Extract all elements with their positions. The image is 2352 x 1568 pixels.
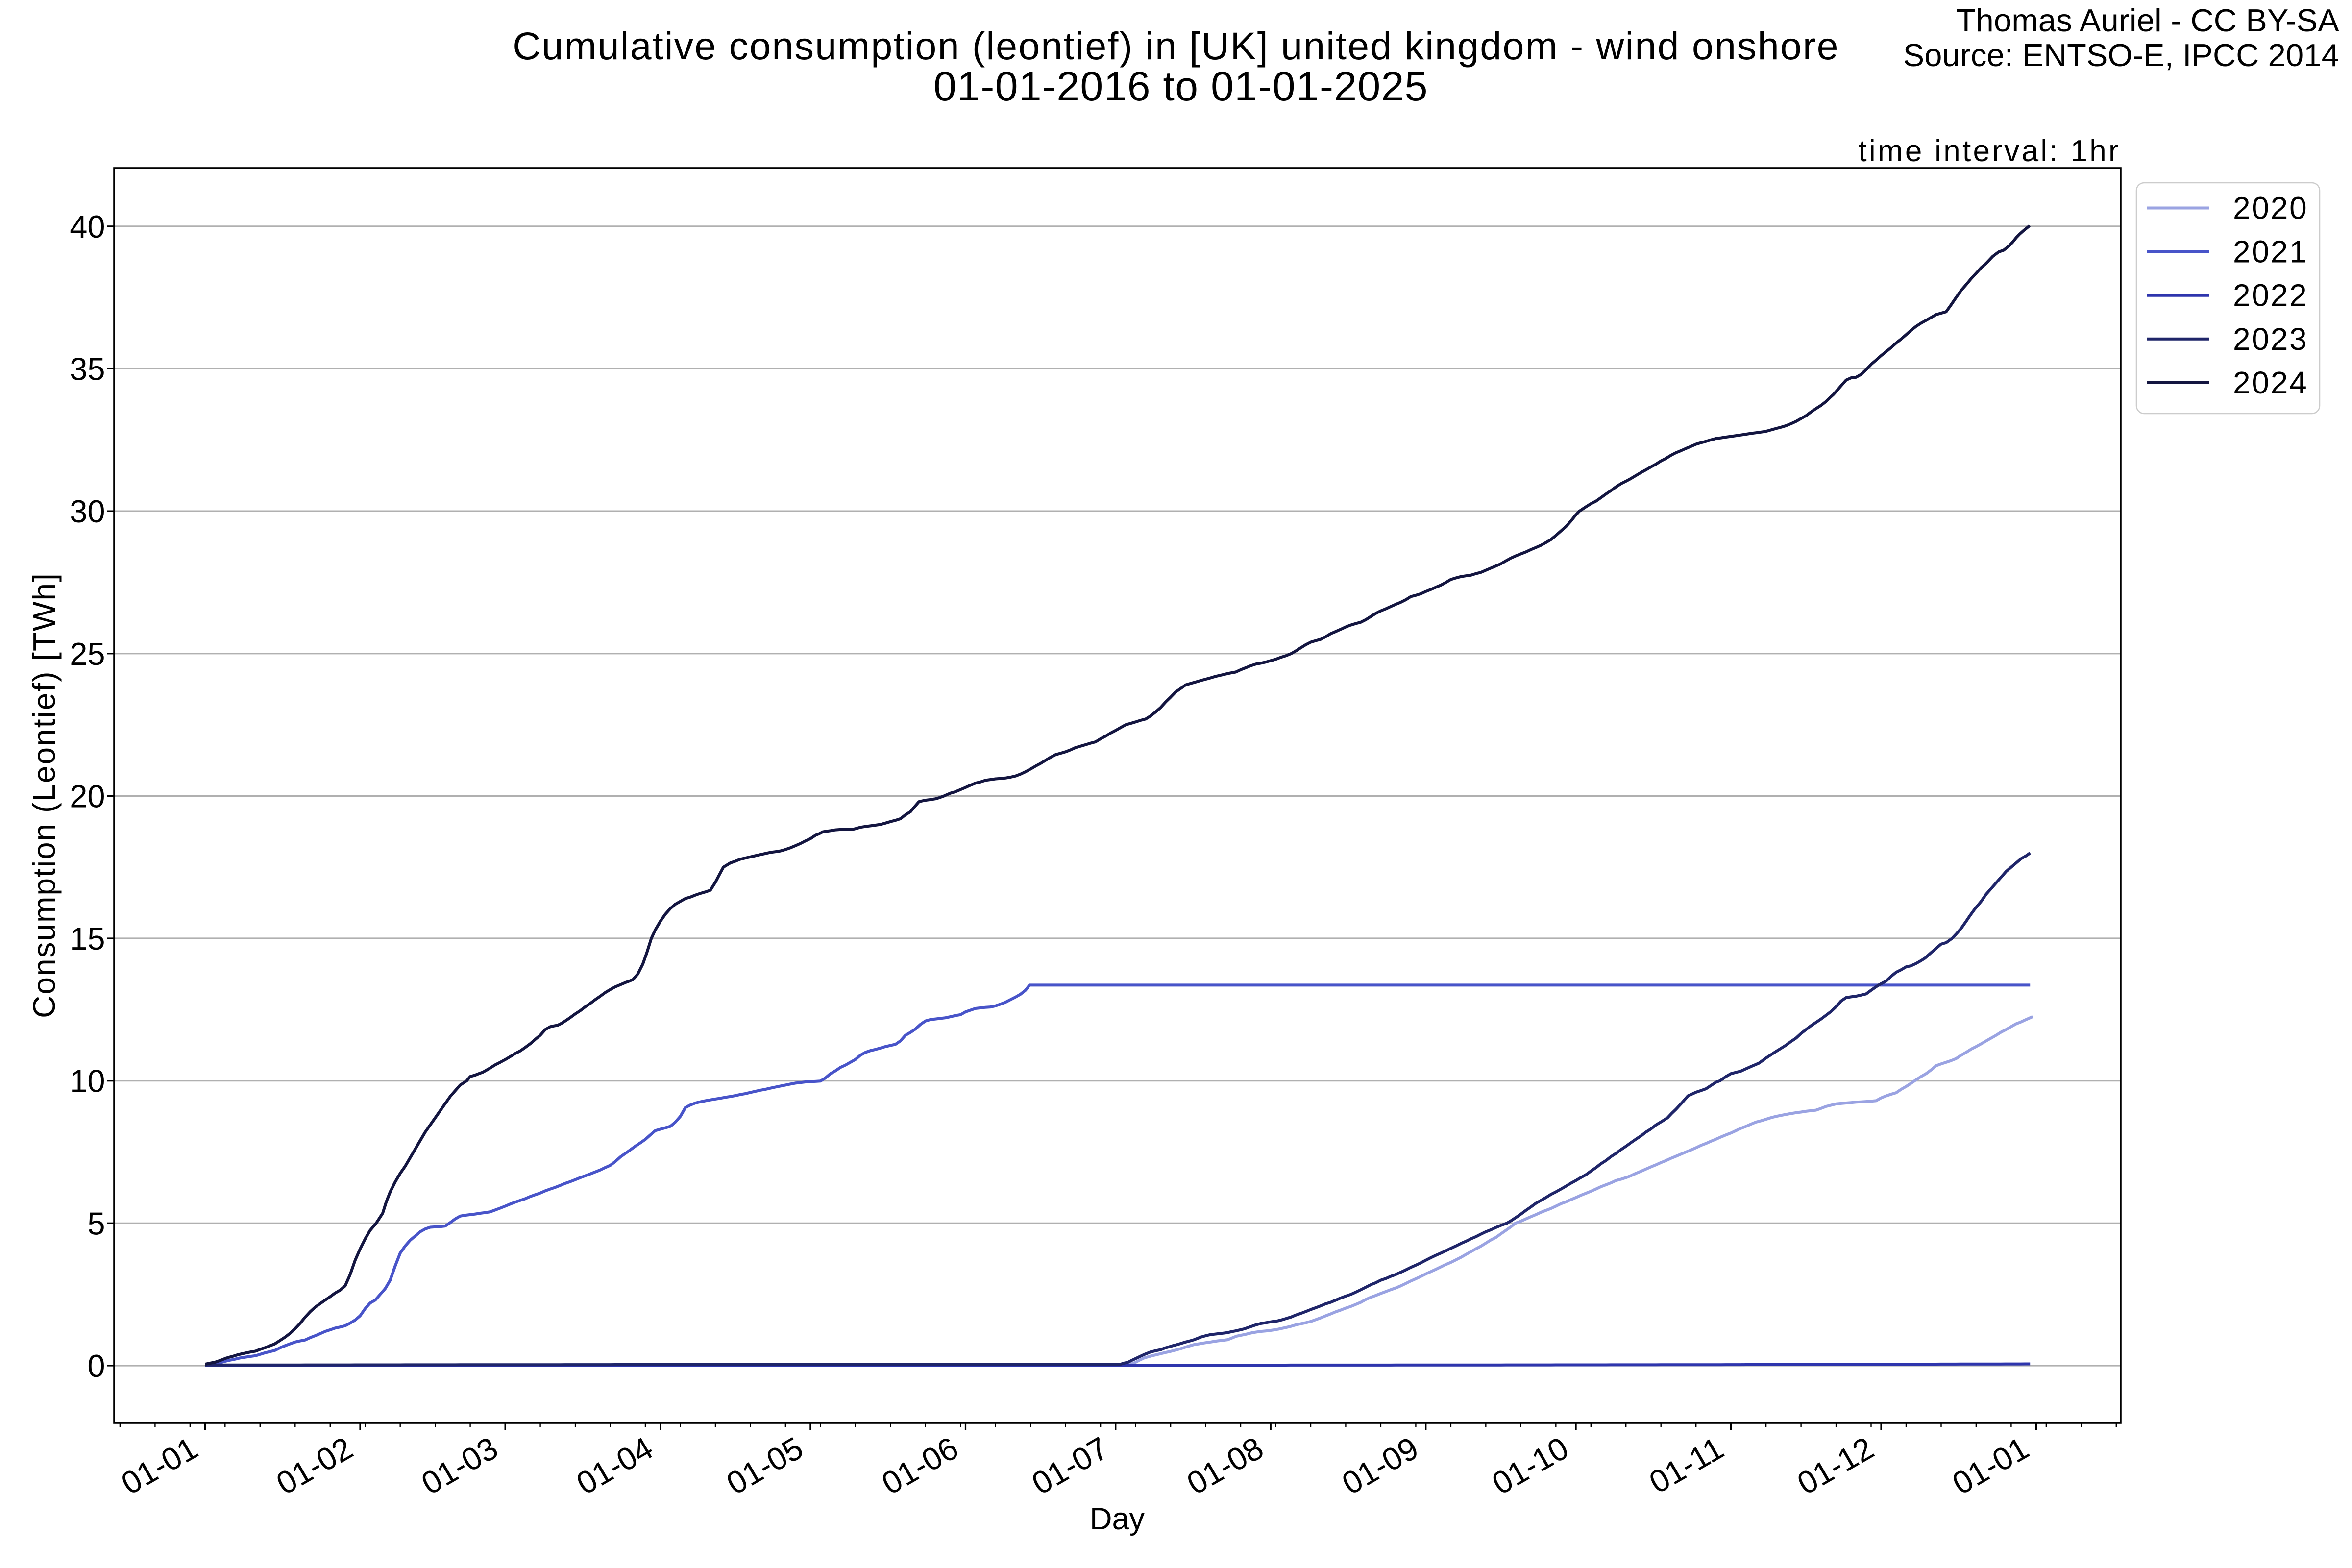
- svg-text:2020: 2020: [2233, 191, 2308, 226]
- svg-text:2024: 2024: [2233, 365, 2308, 400]
- svg-text:Thomas Auriel - CC BY-SA: Thomas Auriel - CC BY-SA: [1957, 2, 2340, 38]
- svg-text:2022: 2022: [2233, 278, 2308, 313]
- svg-text:time interval: 1hr: time interval: 1hr: [1858, 134, 2121, 168]
- svg-text:20: 20: [70, 778, 105, 814]
- svg-text:Consumption (Leontief) [TWh]: Consumption (Leontief) [TWh]: [26, 572, 62, 1018]
- svg-text:Cumulative consumption (leonti: Cumulative consumption (leontief) in [UK…: [513, 24, 1839, 68]
- svg-text:35: 35: [70, 351, 105, 387]
- svg-text:2023: 2023: [2233, 321, 2308, 357]
- svg-text:2021: 2021: [2233, 234, 2308, 270]
- svg-text:15: 15: [70, 921, 105, 956]
- svg-text:5: 5: [87, 1205, 105, 1241]
- svg-text:01-01-2016 to 01-01-2025: 01-01-2016 to 01-01-2025: [933, 63, 1428, 109]
- svg-text:40: 40: [70, 209, 105, 245]
- svg-text:25: 25: [70, 636, 105, 672]
- svg-text:30: 30: [70, 493, 105, 529]
- svg-text:Source: ENTSO-E, IPCC 2014: Source: ENTSO-E, IPCC 2014: [1903, 37, 2339, 73]
- svg-text:0: 0: [87, 1348, 105, 1384]
- svg-text:10: 10: [70, 1063, 105, 1099]
- svg-text:Day: Day: [1090, 1502, 1145, 1536]
